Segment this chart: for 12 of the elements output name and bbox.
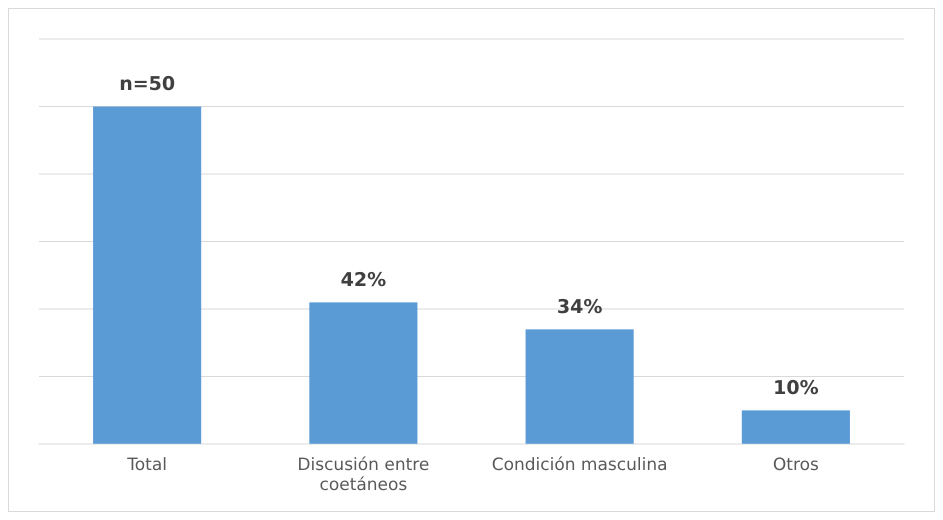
data-label: 42% bbox=[340, 268, 386, 291]
bar bbox=[93, 106, 202, 444]
bar bbox=[742, 410, 850, 444]
bar bbox=[309, 302, 418, 444]
x-tick-label: Otros bbox=[772, 454, 819, 475]
annotation: n=50 bbox=[119, 72, 176, 95]
x-tick-label: Condición masculina bbox=[492, 454, 668, 475]
x-tick-label: Total bbox=[126, 454, 167, 475]
data-label: 34% bbox=[556, 296, 602, 318]
data-label: 10% bbox=[773, 376, 819, 399]
bar bbox=[526, 329, 634, 444]
x-tick-label: Discusión entre coetáneos bbox=[297, 454, 430, 496]
